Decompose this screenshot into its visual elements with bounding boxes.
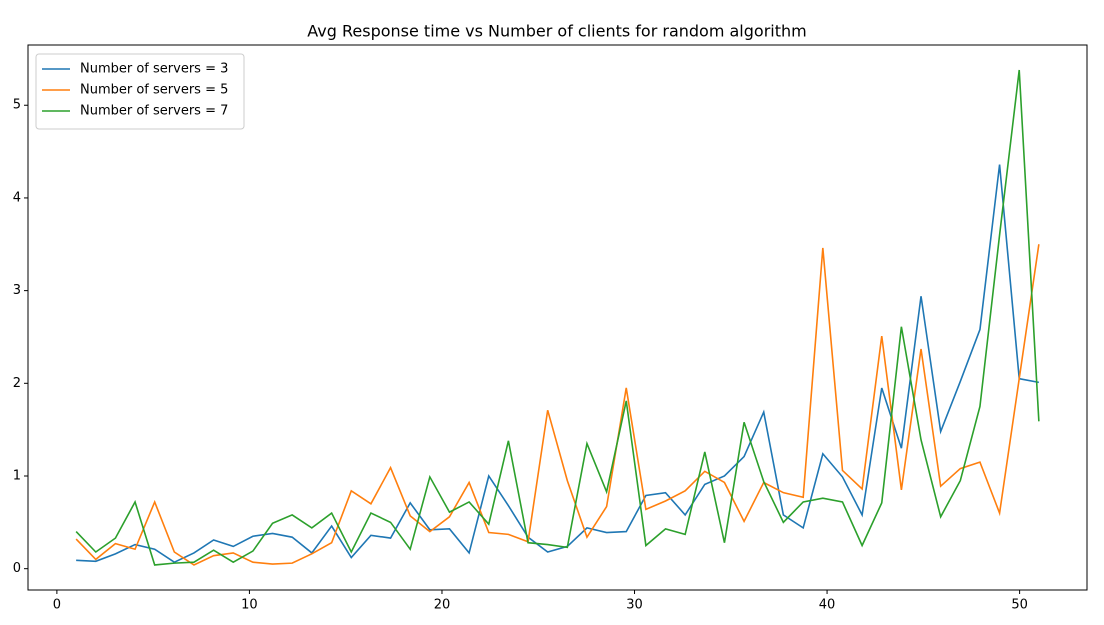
series-line	[75, 69, 1040, 566]
x-tick-label: 50	[1011, 598, 1028, 613]
x-tick-label: 30	[626, 598, 643, 613]
chart-title: Avg Response time vs Number of clients f…	[307, 22, 806, 41]
x-tick-label: 40	[819, 598, 836, 613]
y-tick-label: 5	[13, 98, 21, 113]
legend-label: Number of servers = 5	[80, 83, 228, 98]
legend-label: Number of servers = 7	[80, 104, 228, 119]
series-line	[76, 164, 1040, 564]
legend-box	[35, 53, 245, 130]
y-tick-label: 4	[13, 190, 21, 205]
y-tick-label: 1	[13, 468, 21, 483]
y-tick-label: 0	[13, 561, 21, 576]
series-line	[75, 244, 1040, 566]
plot-frame	[27, 44, 1088, 591]
x-tick-label: 10	[241, 598, 258, 613]
y-tick-label: 2	[13, 376, 21, 391]
x-tick-label: 20	[434, 598, 451, 613]
legend-label: Number of servers = 3	[80, 62, 228, 77]
x-tick-label: 0	[53, 598, 61, 613]
y-tick-label: 3	[13, 283, 21, 298]
